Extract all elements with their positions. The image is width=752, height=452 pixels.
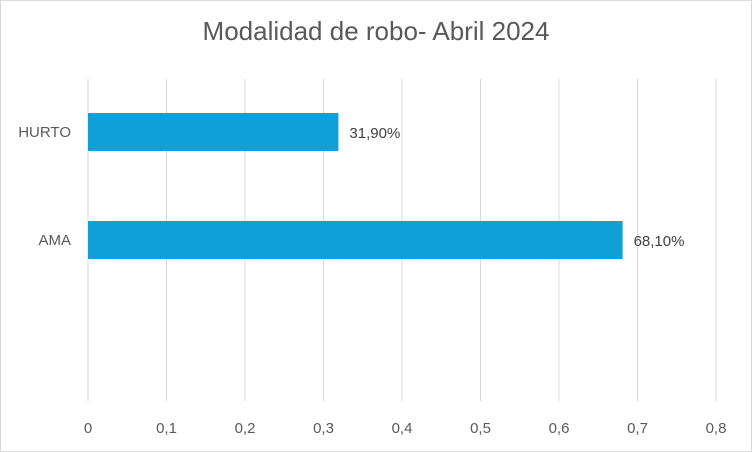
data-label: 31,90% [349,125,400,142]
x-axis-ticks: 0 0,1 0,2 0,3 0,4 0,5 0,6 0,7 0,8 [84,420,727,437]
chart-title: Modalidad de robo- Abril 2024 [202,16,550,46]
bars [88,113,623,259]
data-labels: 31,90% 68,10% [349,125,684,250]
x-tick-label: 0,1 [156,420,177,437]
x-tick-label: 0,4 [392,420,413,437]
y-axis-categories: HURTO AMA [18,124,71,249]
x-tick-label: 0,5 [470,420,491,437]
x-tick-label: 0,7 [627,420,648,437]
bar [88,113,339,151]
x-tick-label: 0,8 [706,420,727,437]
y-category-label: AMA [38,232,71,249]
x-tick-label: 0 [84,420,92,437]
x-tick-label: 0,6 [549,420,570,437]
x-tick-label: 0,3 [313,420,334,437]
bar [88,221,623,259]
y-category-label: HURTO [18,124,71,141]
data-label: 68,10% [634,233,685,250]
x-tick-label: 0,2 [235,420,256,437]
